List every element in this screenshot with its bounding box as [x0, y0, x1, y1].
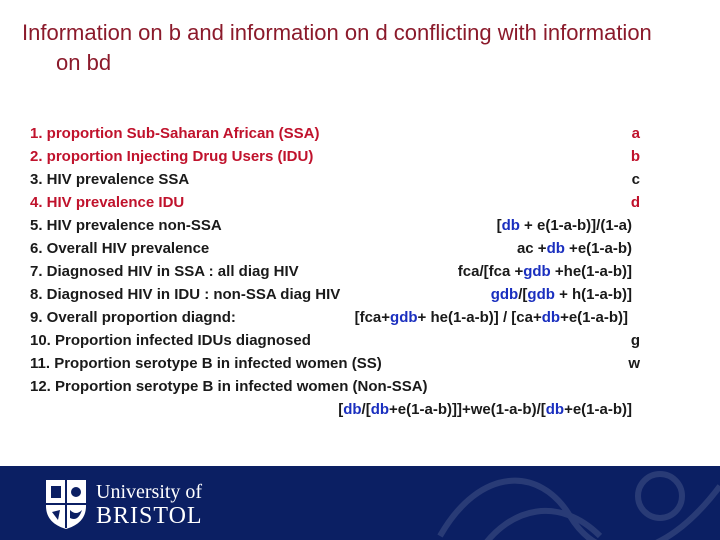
formula-part: [	[496, 217, 502, 234]
formula-part: [	[338, 401, 344, 418]
formula-part: +he(1-a-b)]	[550, 263, 632, 280]
formula-part: /[	[518, 286, 528, 303]
slide-title-line-2: on bd	[56, 50, 112, 75]
item-label: 10. Proportion infected IDUs diagnosed	[30, 332, 311, 349]
list-item-7: 7. Diagnosed HIV in SSA : all diag HIV f…	[30, 260, 640, 283]
item-label: 6. Overall HIV prevalence	[30, 240, 210, 257]
list-item-3: 3. HIV prevalence SSA c	[30, 168, 640, 191]
item-label: 12. Proportion serotype B in infected wo…	[30, 378, 428, 395]
list-item-8: 8. Diagnosed HIV in IDU : non-SSA diag H…	[30, 283, 640, 306]
university-of-text: University of	[96, 481, 203, 503]
list-item-9: 9. Overall proportion diagnd: [fca+gdb+ …	[30, 306, 640, 329]
item-value: d	[630, 194, 640, 211]
formula-part: +e(1-a-b)]	[564, 401, 632, 418]
item-value: a	[631, 125, 640, 142]
list-item-6: 6. Overall HIV prevalence ac +db +e(1-a-…	[30, 237, 640, 260]
list-item-12: 12. Proportion serotype B in infected wo…	[30, 375, 640, 398]
university-logo-text: University of BRISTOL	[96, 480, 203, 528]
formula-part-gdb: gdb	[390, 309, 418, 326]
formula-part-db: db	[501, 217, 520, 234]
item-label: 11. Proportion serotype B in infected wo…	[30, 355, 382, 372]
list-item-11: 11. Proportion serotype B in infected wo…	[30, 352, 640, 375]
item-label: 3. HIV prevalence SSA	[30, 171, 190, 188]
slide-title-line-1: Information on b and information on d co…	[22, 20, 652, 45]
list-item-12-formula: [db/[db+e(1-a-b)]]+we(1-a-b)/[db+e(1-a-b…	[30, 398, 640, 421]
formula-part-db: db	[370, 401, 390, 418]
item-value: w	[628, 355, 640, 372]
item-formula: [db/[db+e(1-a-b)]]+we(1-a-b)/[db+e(1-a-b…	[338, 398, 632, 421]
list-item-10: 10. Proportion infected IDUs diagnosed g	[30, 329, 640, 352]
item-value: b	[630, 148, 640, 165]
item-formula: ac +db +e(1-a-b)	[517, 237, 632, 260]
university-crest-icon	[46, 480, 86, 529]
list-item-2: 2. proportion Injecting Drug Users (IDU)…	[30, 145, 640, 168]
crest-watermark-icon	[437, 471, 720, 540]
formula-part: /[	[361, 401, 371, 418]
formula-part: + h(1-a-b)]	[554, 286, 632, 303]
item-label: 7. Diagnosed HIV in SSA : all diag HIV	[30, 263, 299, 280]
item-label: 1. proportion Sub-Saharan African (SSA)	[30, 125, 320, 142]
formula-part: +e(1-a-b)	[564, 240, 632, 257]
list-item-4: 4. HIV prevalence IDU d	[30, 191, 640, 214]
item-label: 4. HIV prevalence IDU	[30, 194, 185, 211]
list-item-5: 5. HIV prevalence non-SSA [db + e(1-a-b)…	[30, 214, 640, 237]
bristol-text: BRISTOL	[96, 503, 203, 529]
formula-part: [fca+	[354, 309, 391, 326]
item-label: 2. proportion Injecting Drug Users (IDU)	[30, 148, 314, 165]
formula-part: ac +	[516, 240, 547, 257]
formula-part: + e(1-a-b)]/(1-a)	[519, 217, 632, 234]
formula-part: fca/[fca +	[457, 263, 524, 280]
item-value: g	[630, 332, 640, 349]
formula-part-gdb: gdb	[527, 286, 555, 303]
formula-part-gdb: gdb	[490, 286, 519, 303]
item-formula: [db + e(1-a-b)]/(1-a)	[497, 214, 632, 237]
item-label: 9. Overall proportion diagnd:	[30, 309, 236, 326]
item-formula: gdb/[gdb + h(1-a-b)]	[491, 283, 632, 306]
slide-title: Information on b and information on d co…	[22, 18, 712, 78]
formula-part-gdb: gdb	[523, 263, 551, 280]
item-label: 5. HIV prevalence non-SSA	[30, 217, 222, 234]
formula-list: 1. proportion Sub-Saharan African (SSA) …	[30, 122, 640, 421]
list-item-1: 1. proportion Sub-Saharan African (SSA) …	[30, 122, 640, 145]
formula-part-db: db	[541, 309, 561, 326]
item-value: c	[631, 171, 640, 188]
formula-part: + he(1-a-b)] / [ca+	[417, 309, 542, 326]
item-label: 8. Diagnosed HIV in IDU : non-SSA diag H…	[30, 286, 341, 303]
formula-part: +e(1-a-b)]	[560, 309, 628, 326]
formula-part-db: db	[545, 401, 565, 418]
item-formula: fca/[fca +gdb +he(1-a-b)]	[458, 260, 632, 283]
formula-part-db: db	[343, 401, 362, 418]
formula-part: +e(1-a-b)]]+we(1-a-b)/[	[389, 401, 546, 418]
formula-part-db: db	[546, 240, 565, 257]
item-formula: [fca+gdb+ he(1-a-b)] / [ca+db+e(1-a-b)]	[355, 306, 628, 329]
university-footer: University of BRISTOL	[0, 466, 720, 540]
